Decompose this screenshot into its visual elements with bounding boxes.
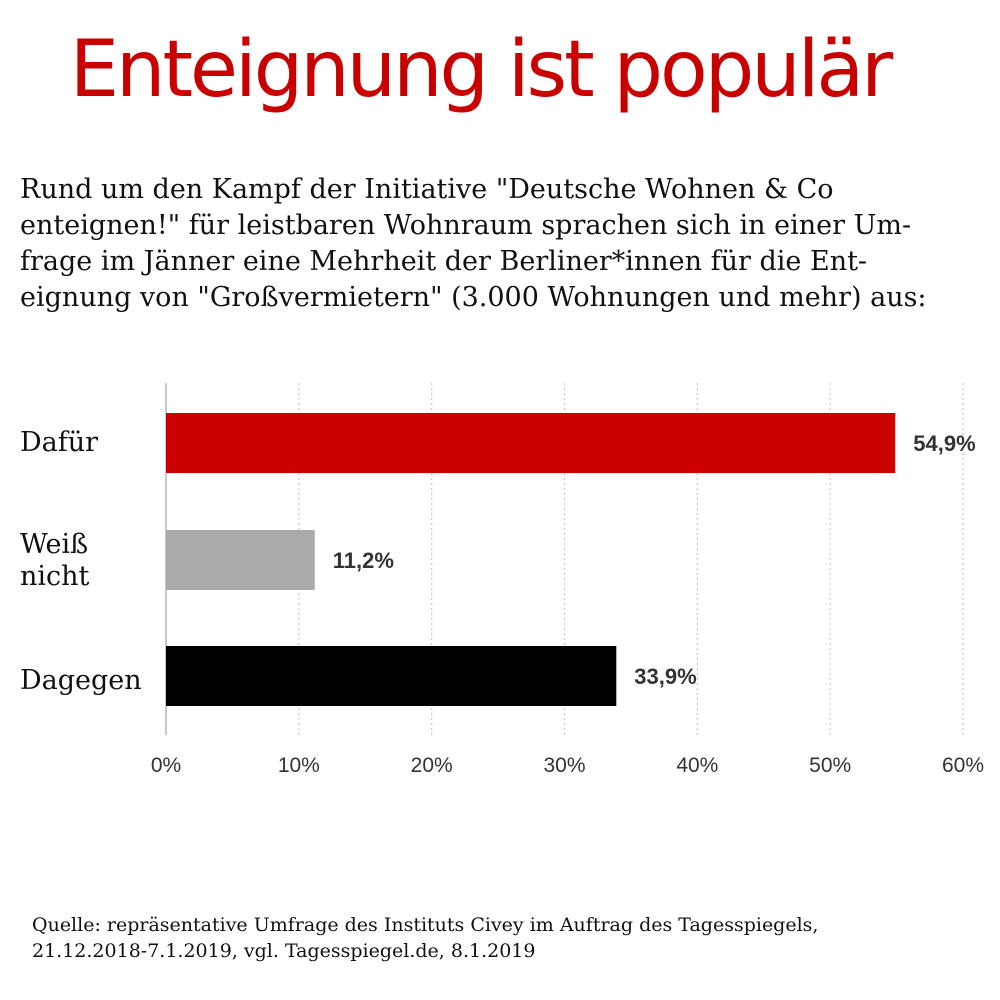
value-label: 54,9% xyxy=(913,431,975,456)
x-tick-label: 20% xyxy=(411,754,453,777)
x-tick-label: 60% xyxy=(942,754,984,777)
page-title: Enteignung ist populär xyxy=(69,25,894,115)
bar xyxy=(166,413,896,473)
intro-text: Rund um den Kampf der Initiative "Deutsc… xyxy=(20,174,927,313)
x-tick-label: 50% xyxy=(809,754,851,777)
value-label: 11,2% xyxy=(333,548,394,573)
x-tick-label: 0% xyxy=(151,754,181,777)
source-note: Quelle: repräsentative Umfrage des Insti… xyxy=(32,914,819,962)
bar-chart: 0% 10% 20% 30% 40% 50% 60% 54,9% 11,2% 33,9% Dafü… xyxy=(0,375,1000,795)
x-tick-label: 10% xyxy=(278,754,320,777)
bar xyxy=(166,646,617,706)
category-label: Weiß nicht xyxy=(20,529,90,592)
chart-svg: 0% 10% 20% 30% 40% 50% 60% 54,9% 11,2% 33,9% xyxy=(151,383,984,777)
x-tick-label: 40% xyxy=(676,754,718,777)
value-label: 33,9% xyxy=(634,664,696,689)
category-label: Dafür xyxy=(20,427,99,458)
bar xyxy=(166,530,315,590)
category-label: Dagegen xyxy=(20,665,142,696)
x-tick-label: 30% xyxy=(543,754,585,777)
